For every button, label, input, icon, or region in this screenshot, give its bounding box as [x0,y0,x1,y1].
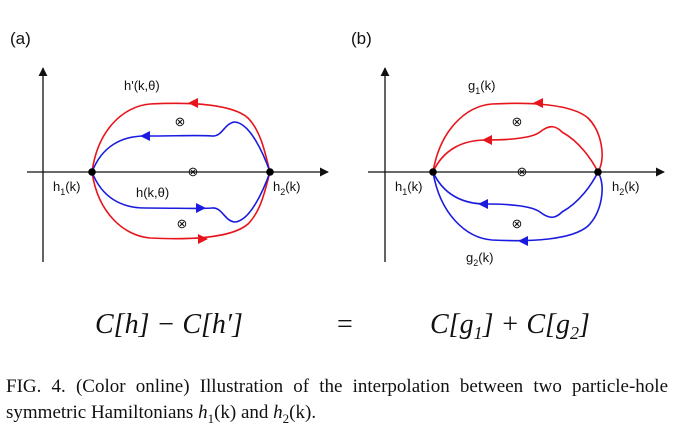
panel-b-label-g1: g1(k) [468,78,495,96]
caption-end: . [311,402,317,423]
panel-b-blue-inner-curve [432,171,599,219]
panel-b-arrow-blue-outer [518,236,528,246]
panel-a-arrow-lower-red [198,234,208,244]
panel-a-label-h: h(k,θ) [136,185,169,200]
panel-b-red-inner-curve [432,125,599,173]
panel-b-node-h1 [429,168,437,176]
panel-a-node-h2 [266,168,274,176]
panel-a-marker-bottom: ⊗ [177,216,188,231]
panel-b-red-outer-curve [432,102,603,173]
panel-b-label-g2: g2(k) [466,250,493,268]
panel-a-label-h1: h1(k) [53,179,80,197]
equation-lhs: C[h] − C[h′] [95,309,243,340]
equation: C[h] − C[h′] = C[g1] + C[g2] [95,309,590,343]
panel-a: (a) ⊗ ⊗ ⊗ h'(k,θ) h(k,θ) h1(k) h2(k) [10,29,329,262]
panel-a-blue-upper-curve [91,121,271,173]
panel-b-marker-center: ⊗ [517,164,528,179]
panel-b-tag: (b) [351,29,372,48]
panel-a-arrow-upper-blue [140,131,150,141]
panel-b-marker-bottom: ⊗ [512,216,523,231]
caption-h1: h [198,402,208,423]
panel-a-red-lower-curve [91,171,271,240]
panel-b-marker-top: ⊗ [512,114,523,129]
panel-b-arrow-red-inner [482,135,492,145]
panel-a-marker-center: ⊗ [188,164,199,179]
panel-b-label-h2: h2(k) [612,179,639,197]
panel-a-node-h1 [88,168,96,176]
panel-a-blue-lower-curve [91,171,271,223]
panel-b-label-h1: h1(k) [395,179,422,197]
caption-text: FIG. 4. (Color online) Illustration of t… [6,376,668,423]
equation-equals: = [337,309,353,340]
caption-h2-arg: (k) [289,402,312,423]
panel-a-arrow-lower-blue [196,203,206,213]
panel-b-arrow-blue-inner [478,199,488,209]
panel-a-label-h-prime: h'(k,θ) [124,78,160,93]
figure-caption: FIG. 4. (Color online) Illustration of t… [6,374,668,426]
panel-b-blue-outer-curve [432,171,603,242]
panel-a-label-h2: h2(k) [273,179,300,197]
panel-a-arrow-upper-red [188,98,198,108]
caption-h1-sub: 1 [207,410,215,426]
panel-b-node-h2 [594,168,602,176]
caption-h2: h [273,402,283,423]
panel-a-marker-top: ⊗ [175,114,186,129]
panel-a-tag: (a) [10,29,31,48]
caption-h1-arg: (k) [214,402,237,423]
panel-b: (b) ⊗ ⊗ ⊗ g1(k) g2(k) h1(k) h2(k) [351,29,665,268]
equation-rhs: C[g1] + C[g2] [430,309,590,343]
panel-b-arrow-red-outer [533,98,543,108]
caption-and: and [236,402,274,423]
caption-h2-sub: 2 [282,410,290,426]
